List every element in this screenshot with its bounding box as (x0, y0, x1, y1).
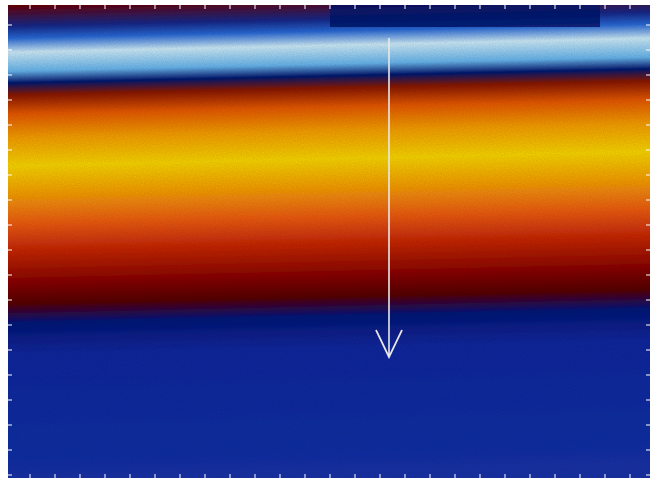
image-area (8, 5, 650, 478)
page: (() => { const svg = document.getElement… (0, 0, 657, 484)
false-color-image (0, 0, 657, 484)
top-dark-patch (330, 5, 600, 27)
color-bands (8, 5, 650, 478)
